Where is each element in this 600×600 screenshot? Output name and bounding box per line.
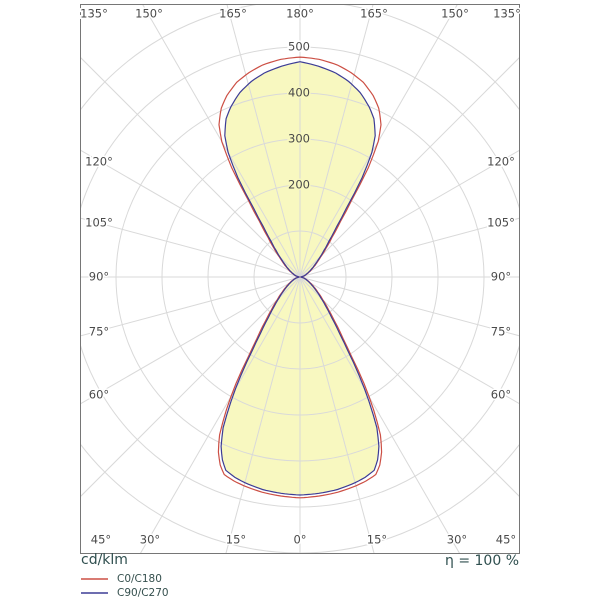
angle-label-bottom-4: 15° — [367, 533, 387, 547]
radial-scale-label-200: 200 — [288, 178, 310, 192]
grid-radial-225 — [80, 56, 301, 278]
angle-label-bottom-5: 30° — [447, 533, 467, 547]
curve-c90-c270 — [220, 61, 380, 496]
radial-scale-label-500: 500 — [288, 40, 310, 54]
angle-label-right-0: 120° — [487, 155, 515, 169]
angle-label-left-2: 90° — [89, 270, 109, 284]
legend-swatch-c0-c180-line — [81, 578, 108, 580]
grid-radial-135 — [299, 57, 519, 278]
radial-scale-label-400: 400 — [288, 86, 310, 100]
grid-radial-60 — [299, 276, 519, 405]
angle-label-left-1: 105° — [85, 216, 113, 230]
legend-label-c0-c180: C0/C180 — [117, 573, 162, 585]
grid-radial-285 — [80, 276, 301, 337]
angle-label-right-2: 90° — [491, 270, 511, 284]
grid-radial-195 — [226, 4, 301, 278]
radial-scale-label-300: 300 — [288, 132, 310, 146]
angle-label-right-3: 75° — [491, 325, 511, 339]
angle-label-left-3: 75° — [89, 325, 109, 339]
angle-label-bottom-1: 30° — [140, 533, 160, 547]
grid-radial-315 — [80, 276, 301, 498]
grid-radial-345 — [225, 276, 301, 553]
angle-label-top-2: 165° — [219, 7, 247, 21]
angle-label-bottom-0: 45° — [91, 533, 111, 547]
legend: C0/C180 C90/C270 — [81, 572, 169, 600]
angle-label-bottom-3: 0° — [293, 533, 306, 547]
angle-label-right-4: 60° — [491, 388, 511, 402]
grid-radial-255 — [80, 217, 301, 278]
angle-label-top-5: 150° — [441, 7, 469, 21]
grid-radial-150 — [299, 4, 459, 278]
grid-radial-210 — [141, 4, 301, 278]
grid-radial-120 — [299, 149, 519, 278]
chart-frame — [80, 4, 520, 554]
unit-label: cd/klm — [81, 552, 128, 568]
legend-item-c90-c270: C90/C270 — [81, 586, 169, 600]
grid-radial-75 — [299, 276, 519, 337]
angle-label-top-4: 165° — [360, 7, 388, 21]
grid-radial-105 — [299, 217, 519, 278]
angle-label-top-1: 150° — [135, 7, 163, 21]
grid-radial-165 — [299, 4, 374, 278]
angle-label-left-4: 60° — [89, 388, 109, 402]
angle-label-bottom-6: 45° — [496, 533, 516, 547]
legend-item-c0-c180: C0/C180 — [81, 572, 169, 586]
grid-radial-300 — [80, 276, 301, 405]
legend-swatch-c90-c270-line — [81, 592, 108, 594]
grid-radial-30 — [299, 276, 460, 553]
angle-label-bottom-2: 15° — [226, 533, 246, 547]
legend-label-c90-c270: C90/C270 — [117, 587, 169, 599]
angle-label-top-3: 180° — [286, 7, 314, 21]
grid-radial-240 — [80, 149, 301, 278]
angle-label-top-0: 135° — [80, 7, 108, 21]
angle-label-right-1: 105° — [487, 216, 515, 230]
efficiency-label: η = 100 % — [445, 553, 519, 569]
grid-radial-45 — [299, 276, 519, 497]
grid-radial-15 — [299, 276, 375, 553]
grid-radial-330 — [140, 276, 301, 553]
angle-label-left-0: 120° — [85, 155, 113, 169]
angle-label-top-6: 135° — [493, 7, 521, 21]
